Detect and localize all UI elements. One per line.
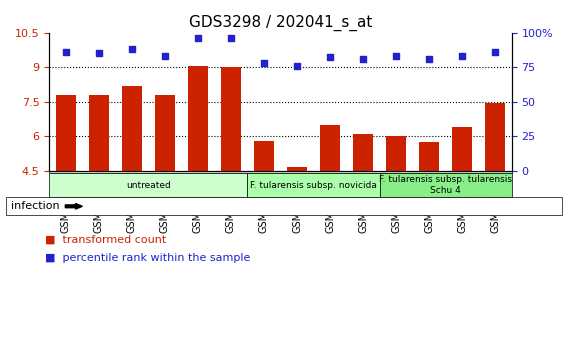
Bar <box>89 95 109 171</box>
Point <box>61 49 70 55</box>
Point <box>358 56 367 62</box>
Bar <box>419 142 439 171</box>
Text: F. tularensis subsp. tularensis
Schu 4: F. tularensis subsp. tularensis Schu 4 <box>379 175 512 195</box>
Text: F. tularensis subsp. novicida: F. tularensis subsp. novicida <box>250 181 377 189</box>
Point <box>94 51 103 56</box>
Bar <box>320 125 340 171</box>
Bar <box>122 86 142 171</box>
Point <box>260 60 269 66</box>
Bar <box>485 103 505 171</box>
Bar <box>254 141 274 171</box>
Point <box>325 55 335 60</box>
Point <box>491 49 500 55</box>
Point <box>193 35 202 41</box>
Bar <box>353 134 373 171</box>
Text: ■  transformed count: ■ transformed count <box>45 235 166 245</box>
Bar <box>287 167 307 171</box>
Text: infection: infection <box>11 201 60 211</box>
Bar <box>188 66 208 171</box>
Point <box>127 46 136 52</box>
Bar <box>386 136 406 171</box>
Point <box>160 53 169 59</box>
Bar <box>56 95 76 171</box>
Bar <box>452 127 472 171</box>
Point <box>458 53 467 59</box>
Text: untreated: untreated <box>126 181 171 189</box>
Text: ■  percentile rank within the sample: ■ percentile rank within the sample <box>45 253 251 263</box>
Point <box>227 35 236 41</box>
Bar <box>155 95 175 171</box>
Point <box>293 63 302 69</box>
Point <box>391 53 400 59</box>
Title: GDS3298 / 202041_s_at: GDS3298 / 202041_s_at <box>189 15 372 31</box>
Bar <box>221 67 241 171</box>
Point <box>424 56 433 62</box>
